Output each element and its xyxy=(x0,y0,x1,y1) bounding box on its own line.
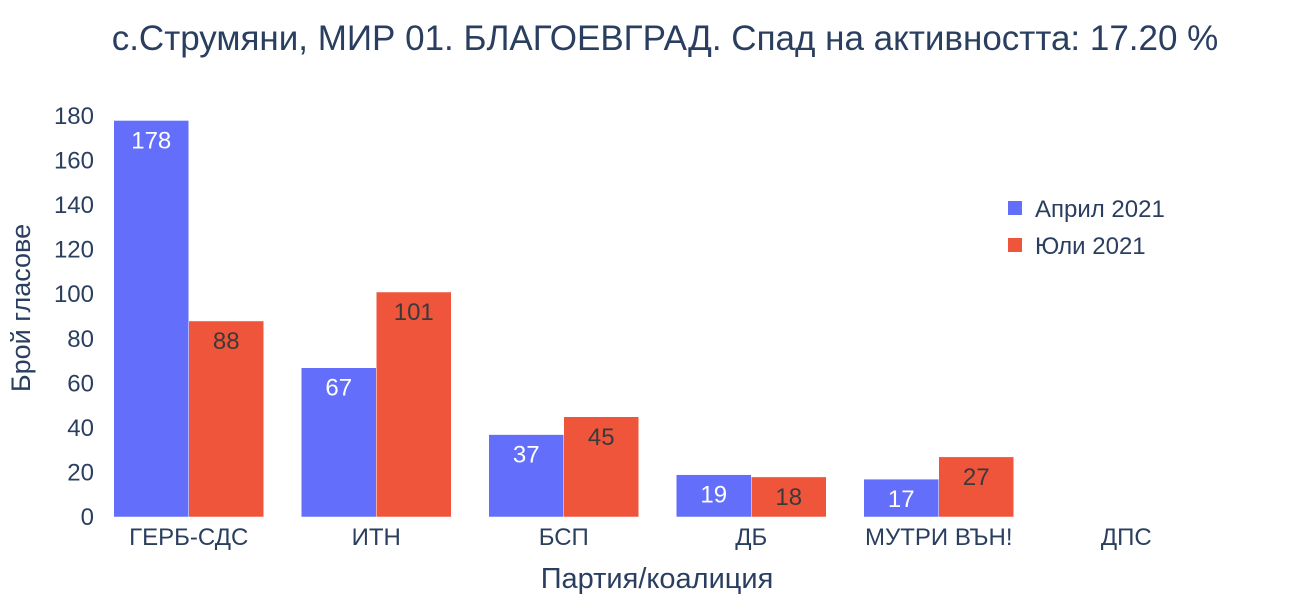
chart-title: с.Струмяни, МИР 01. БЛАГОЕВГРАД. Спад на… xyxy=(112,19,1219,58)
bar-value-label: 37 xyxy=(513,442,540,469)
bar-value-label: 67 xyxy=(325,375,352,402)
bar-labels: 178 88 67 101 37 45 19 18 17 27 xyxy=(131,127,989,513)
legend-label[interactable]: Април 2021 xyxy=(1035,196,1165,223)
bar-value-label: 45 xyxy=(588,424,615,451)
bars xyxy=(113,120,1014,518)
bar[interactable] xyxy=(863,478,939,518)
y-axis-title: Брой гласове xyxy=(6,224,36,392)
bar-value-label: 88 xyxy=(213,328,240,355)
bar[interactable] xyxy=(938,456,1014,518)
x-tick-label: МУТРИ ВЪН! xyxy=(865,524,1012,551)
bar-value-label: 18 xyxy=(775,484,802,511)
bar[interactable] xyxy=(301,367,377,518)
bar[interactable] xyxy=(488,434,564,518)
x-tick-label: ГЕРБ-СДС xyxy=(129,524,248,551)
y-tick-label: 140 xyxy=(54,192,94,219)
y-tick-label: 160 xyxy=(54,148,94,175)
bar[interactable] xyxy=(376,291,452,518)
bar[interactable] xyxy=(563,416,639,518)
y-axis-ticks: 0 20 40 60 80 100 120 140 160 180 xyxy=(54,103,94,531)
legend-swatch[interactable] xyxy=(1008,238,1022,252)
bar-value-label: 17 xyxy=(888,486,915,513)
bar-value-label: 178 xyxy=(131,127,171,154)
x-tick-label: ДБ xyxy=(735,524,767,551)
x-tick-label: ДПС xyxy=(1101,524,1152,551)
y-tick-label: 0 xyxy=(81,504,94,531)
x-axis-title: Партия/коалиция xyxy=(541,563,774,595)
bar[interactable] xyxy=(113,120,189,518)
y-tick-label: 80 xyxy=(67,326,94,353)
y-tick-label: 20 xyxy=(67,459,94,486)
x-tick-label: ИТН xyxy=(352,524,401,551)
bar-value-label: 19 xyxy=(700,482,727,509)
bar-value-label: 101 xyxy=(394,299,434,326)
legend[interactable]: Април 2021 Юли 2021 xyxy=(1008,196,1165,260)
bar[interactable] xyxy=(188,320,264,518)
legend-label[interactable]: Юли 2021 xyxy=(1035,233,1146,260)
y-tick-label: 40 xyxy=(67,415,94,442)
y-tick-label: 100 xyxy=(54,281,94,308)
y-tick-label: 60 xyxy=(67,370,94,397)
bar[interactable] xyxy=(751,476,827,518)
x-tick-label: БСП xyxy=(539,524,589,551)
y-tick-label: 180 xyxy=(54,103,94,130)
y-tick-label: 120 xyxy=(54,237,94,264)
bar[interactable] xyxy=(676,474,752,518)
x-axis-ticks: ГЕРБ-СДС ИТН БСП ДБ МУТРИ ВЪН! ДПС xyxy=(129,524,1152,551)
legend-swatch[interactable] xyxy=(1008,201,1022,215)
bar-value-label: 27 xyxy=(963,464,990,491)
